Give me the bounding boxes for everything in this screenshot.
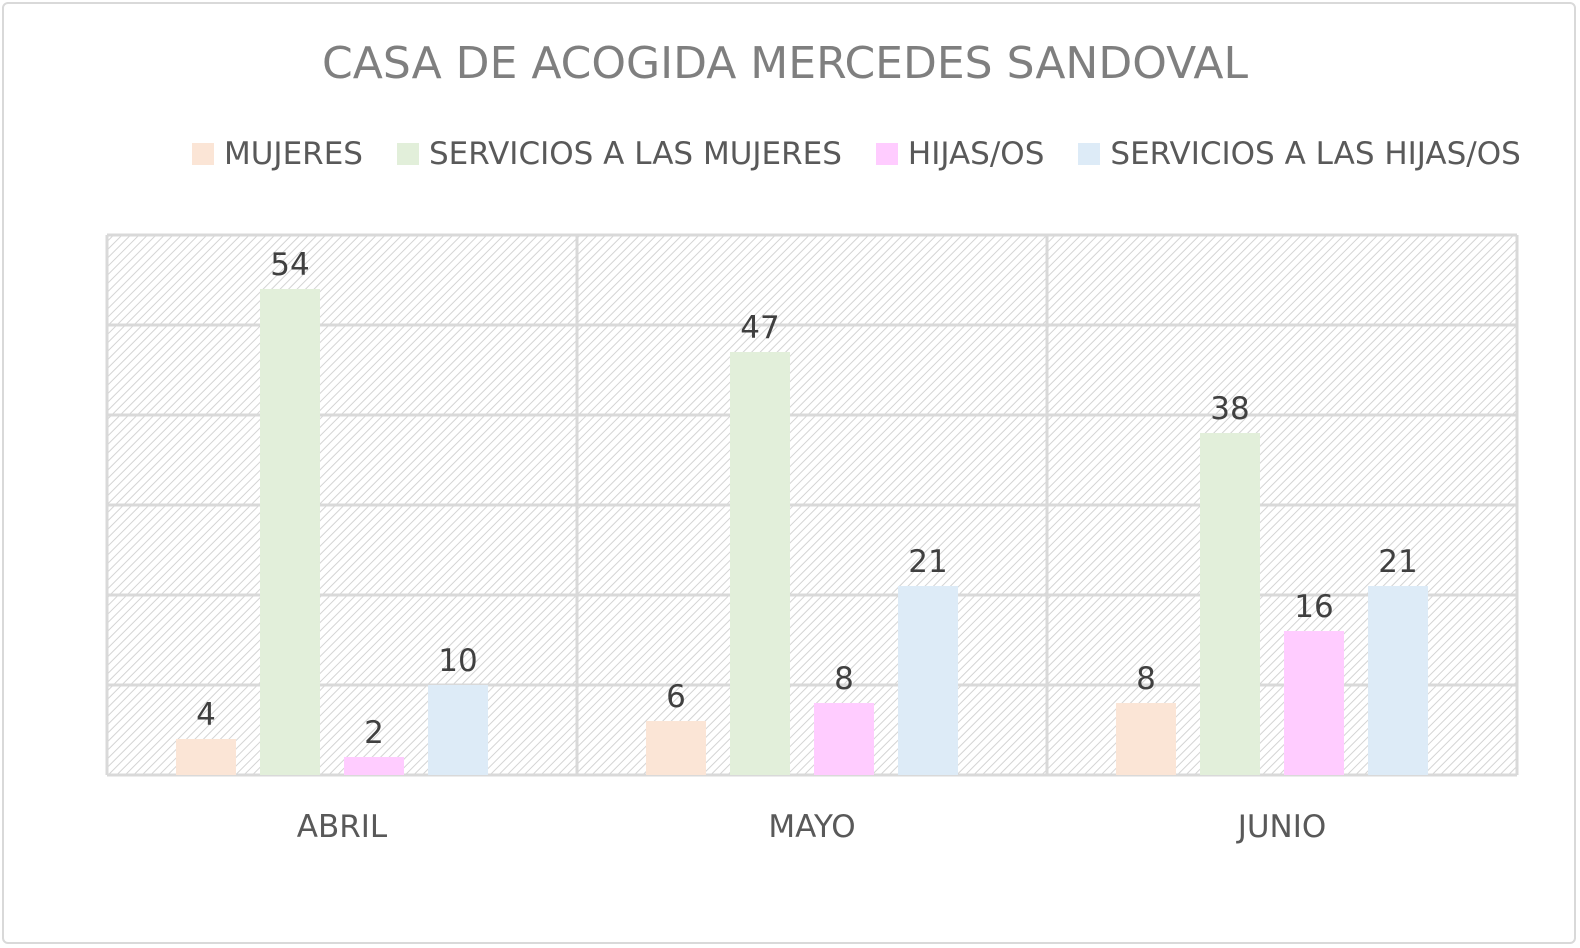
bar-junio-series-2: [1284, 631, 1344, 775]
data-label-junio-series-3: 21: [1378, 544, 1417, 580]
legend-swatch-servicios-mujeres: [396, 143, 419, 165]
legend-swatch-mujeres: [192, 143, 214, 165]
data-label-abril-series-3: 10: [438, 643, 477, 679]
data-label-mayo-series-3: 21: [908, 544, 947, 580]
data-labels: 4 54 2 10 6 47 8 21 8 38 16 21: [196, 247, 1418, 751]
data-label-mayo-series-0: 6: [666, 679, 686, 715]
legend-swatch-servicios-hijas-os: [1078, 143, 1101, 165]
legend-label-mujeres: MUJERES: [224, 136, 363, 172]
legend-label-servicios-hijas-os: SERVICIOS A LAS HIJAS/OS: [1110, 136, 1521, 172]
legend-item-hijas-os: HIJAS/OS: [875, 136, 1045, 172]
chart-title: CASA DE ACOGIDA MERCEDES SANDOVAL: [322, 38, 1248, 89]
bar-abril-series-1: [260, 289, 320, 775]
data-label-abril-series-1: 54: [270, 247, 309, 283]
data-label-abril-series-0: 4: [196, 697, 216, 733]
category-label-abril: ABRIL: [297, 809, 388, 845]
bar-junio-series-0: [1116, 703, 1176, 775]
data-label-junio-series-2: 16: [1294, 589, 1333, 625]
category-label-mayo: MAYO: [768, 809, 855, 845]
category-label-junio: JUNIO: [1236, 809, 1327, 845]
bar-abril-series-2: [344, 757, 404, 775]
chart-legend: MUJERES SERVICIOS A LAS MUJERES HIJAS/OS…: [192, 132, 1555, 176]
bar-abril-series-0: [176, 739, 236, 775]
data-label-junio-series-1: 38: [1210, 391, 1249, 427]
bars: [176, 289, 1428, 775]
legend-item-servicios-mujeres: SERVICIOS A LAS MUJERES: [396, 136, 842, 172]
data-label-mayo-series-2: 8: [834, 661, 854, 697]
legend-item-servicios-hijas-os: SERVICIOS A LAS HIJAS/OS: [1078, 136, 1521, 172]
bar-mayo-series-2: [814, 703, 874, 775]
data-label-mayo-series-1: 47: [740, 310, 779, 346]
legend-label-servicios-mujeres: SERVICIOS A LAS MUJERES: [428, 136, 842, 172]
category-labels: ABRIL MAYO JUNIO: [297, 809, 1327, 845]
data-label-abril-series-2: 2: [364, 715, 384, 751]
legend-swatch-hijas-os: [875, 143, 898, 165]
bar-abril-series-3: [428, 685, 488, 775]
data-label-junio-series-0: 8: [1136, 661, 1156, 697]
gridlines: [105, 233, 1519, 777]
bar-mayo-series-1: [730, 352, 790, 775]
legend-label-hijas-os: HIJAS/OS: [907, 136, 1045, 172]
bar-junio-series-3: [1368, 586, 1428, 775]
bar-mayo-series-0: [646, 721, 706, 775]
bar-junio-series-1: [1200, 433, 1260, 775]
bar-mayo-series-3: [898, 586, 958, 775]
legend-item-mujeres: MUJERES: [192, 136, 363, 172]
